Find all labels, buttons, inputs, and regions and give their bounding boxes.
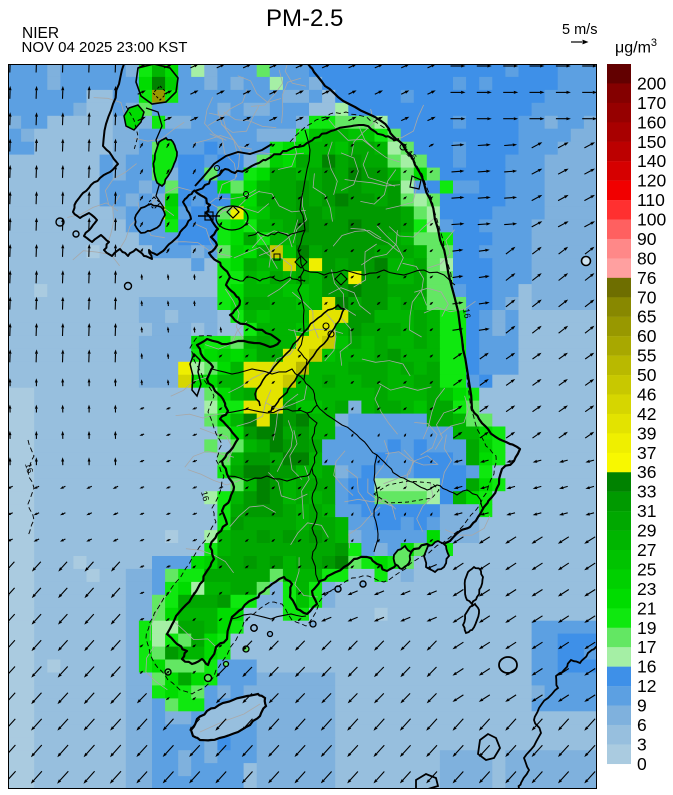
svg-text:16: 16 — [199, 490, 211, 502]
svg-text:36: 36 — [637, 462, 656, 482]
svg-text:80: 80 — [637, 248, 657, 268]
svg-text:42: 42 — [637, 404, 656, 424]
svg-text:140: 140 — [637, 151, 666, 171]
svg-text:70: 70 — [637, 287, 657, 307]
svg-text:6: 6 — [637, 715, 647, 735]
svg-text:9: 9 — [637, 696, 647, 716]
svg-text:100: 100 — [637, 210, 666, 230]
svg-text:16: 16 — [637, 657, 656, 677]
svg-text:65: 65 — [637, 307, 656, 327]
svg-text:0: 0 — [637, 754, 647, 774]
svg-text:29: 29 — [637, 521, 656, 541]
svg-text:25: 25 — [637, 559, 656, 579]
svg-text:76: 76 — [637, 268, 656, 288]
svg-text:160: 160 — [637, 112, 666, 132]
svg-text:3: 3 — [637, 734, 647, 754]
svg-text:23: 23 — [637, 579, 656, 599]
svg-text:150: 150 — [637, 132, 666, 152]
svg-text:31: 31 — [637, 501, 656, 521]
svg-text:90: 90 — [637, 229, 657, 249]
svg-text:46: 46 — [637, 385, 656, 405]
svg-text:16: 16 — [461, 308, 473, 320]
svg-text:17: 17 — [637, 637, 656, 657]
svg-text:120: 120 — [637, 171, 666, 191]
svg-text:39: 39 — [637, 423, 656, 443]
svg-text:12: 12 — [637, 676, 656, 696]
svg-text:27: 27 — [637, 540, 656, 560]
svg-text:170: 170 — [637, 93, 666, 113]
svg-text:33: 33 — [637, 482, 656, 502]
svg-text:16: 16 — [23, 462, 35, 474]
svg-text:37: 37 — [637, 443, 656, 463]
svg-text:60: 60 — [637, 326, 657, 346]
svg-text:110: 110 — [637, 190, 665, 210]
svg-text:50: 50 — [637, 365, 657, 385]
svg-text:55: 55 — [637, 346, 656, 366]
svg-text:19: 19 — [637, 618, 656, 638]
svg-text:200: 200 — [637, 73, 666, 93]
svg-text:21: 21 — [637, 598, 656, 618]
